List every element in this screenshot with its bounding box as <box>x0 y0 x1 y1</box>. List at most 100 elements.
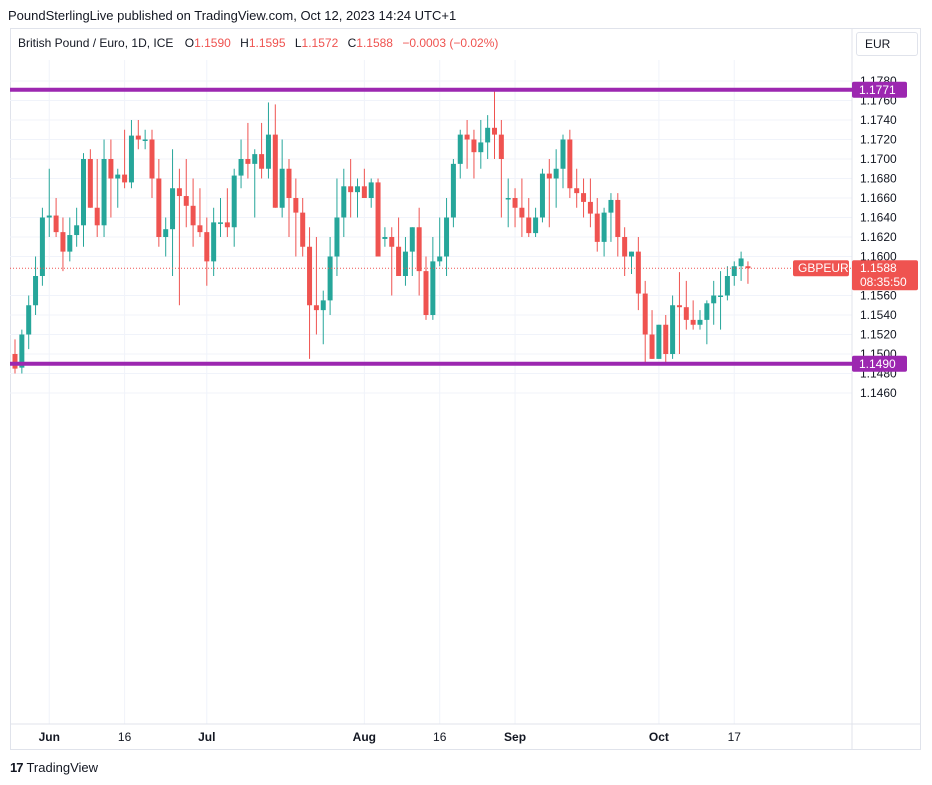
y-tick-label: 1.1680 <box>860 172 897 186</box>
candle-body <box>39 217 45 276</box>
open-value: 1.1590 <box>194 36 231 50</box>
candle-body <box>567 139 573 189</box>
candle-body <box>697 319 703 325</box>
candle-body <box>485 127 491 143</box>
x-tick-label: 16 <box>433 730 447 744</box>
candle-body <box>738 258 744 267</box>
symbol-title: British Pound / Euro, 1D, ICE <box>18 36 174 50</box>
candle-body <box>642 293 648 335</box>
y-tick-label: 1.1540 <box>860 308 897 322</box>
currency-selector[interactable]: EUR <box>856 32 918 56</box>
countdown-label: 08:35:50 <box>860 275 907 289</box>
low-label: L <box>294 36 302 50</box>
candle-body <box>286 168 292 198</box>
candle-body <box>464 134 470 140</box>
candle-body <box>533 217 539 234</box>
change-value: −0.0003 (−0.02%) <box>402 36 499 50</box>
y-tick-label: 1.1460 <box>860 386 897 400</box>
candle-body <box>601 212 607 242</box>
candle-body <box>457 134 463 164</box>
candle-body <box>574 188 580 194</box>
candle-body <box>46 215 52 218</box>
high-label: H <box>240 36 249 50</box>
candle-body <box>149 139 155 179</box>
candle-body <box>553 168 559 179</box>
x-tick-label: Jun <box>39 730 60 744</box>
publisher-line: PoundSterlingLive published on TradingVi… <box>8 8 457 23</box>
candle-body <box>300 212 306 247</box>
close-label: C <box>347 36 357 50</box>
candle-body <box>731 266 737 276</box>
candle-body <box>676 305 682 308</box>
ohlc-legend: British Pound / Euro, 1D, ICE O1.1590 H1… <box>18 36 504 50</box>
candle-body <box>409 227 415 252</box>
x-tick-label: 16 <box>118 730 132 744</box>
candle-body <box>60 232 66 252</box>
close-value: 1.1588 <box>356 36 393 50</box>
candle-body <box>108 159 114 179</box>
candle-body <box>265 134 271 169</box>
candle-body <box>231 175 237 228</box>
candle-body <box>396 246 402 276</box>
symbol-tag-bg <box>793 260 849 277</box>
candle-body <box>53 215 59 233</box>
y-tick-label: 1.1720 <box>860 133 897 147</box>
candle-body <box>471 139 477 153</box>
candle-body <box>711 295 717 304</box>
candle-body <box>690 319 696 325</box>
candle-body <box>670 305 676 354</box>
candle-body <box>307 246 313 306</box>
candle-body <box>341 186 347 218</box>
y-tick-label: 1.1700 <box>860 152 897 166</box>
candle-body <box>498 134 504 159</box>
candle-body <box>348 186 354 193</box>
candle-body <box>656 324 662 359</box>
candle-body <box>252 154 258 164</box>
candle-body <box>519 207 525 218</box>
candle-body <box>101 159 107 226</box>
candle-body <box>176 188 182 197</box>
candle-body <box>320 300 326 311</box>
y-tick-label: 1.1660 <box>860 191 897 205</box>
candle-body <box>334 217 340 257</box>
candle-body <box>218 222 223 224</box>
candle-body <box>224 222 230 228</box>
level-label-bg <box>852 81 907 98</box>
candle-body <box>74 225 80 236</box>
candle-body <box>272 134 278 208</box>
candle-body <box>245 159 251 164</box>
candle-body <box>608 199 614 213</box>
x-tick-label: Oct <box>649 730 669 744</box>
candle-body <box>622 237 628 257</box>
last-price-label: 1.1588 <box>860 261 897 275</box>
candle-body <box>389 237 395 247</box>
candle-body <box>361 186 367 198</box>
candle-body <box>683 307 689 320</box>
brand-name: TradingView <box>26 760 99 775</box>
candle-body <box>546 173 552 179</box>
high-value: 1.1595 <box>248 36 286 50</box>
candle-body <box>745 266 751 269</box>
candle-body <box>423 271 429 315</box>
candle-body <box>163 229 169 237</box>
candle-body <box>430 261 436 315</box>
candle-body <box>122 174 128 183</box>
x-tick-label: Jul <box>198 730 215 744</box>
y-tick-label: 1.1640 <box>860 211 897 225</box>
symbol-tag: GBPEUR <box>798 261 849 275</box>
y-tick-label: 1.1740 <box>860 113 897 127</box>
candle-body <box>382 237 388 239</box>
candle-body <box>450 163 456 218</box>
candle-body <box>238 159 244 176</box>
candle-body <box>26 305 32 335</box>
candle-body <box>170 188 176 230</box>
y-tick-label: 1.1600 <box>860 250 897 264</box>
candle-body <box>704 303 710 320</box>
candle-body <box>594 213 600 242</box>
x-tick-label: 17 <box>728 730 742 744</box>
candle-body <box>87 159 93 208</box>
level-label: 1.1771 <box>859 83 896 97</box>
candle-body <box>512 198 518 208</box>
candle-body <box>718 295 724 297</box>
candle-body <box>293 198 299 213</box>
